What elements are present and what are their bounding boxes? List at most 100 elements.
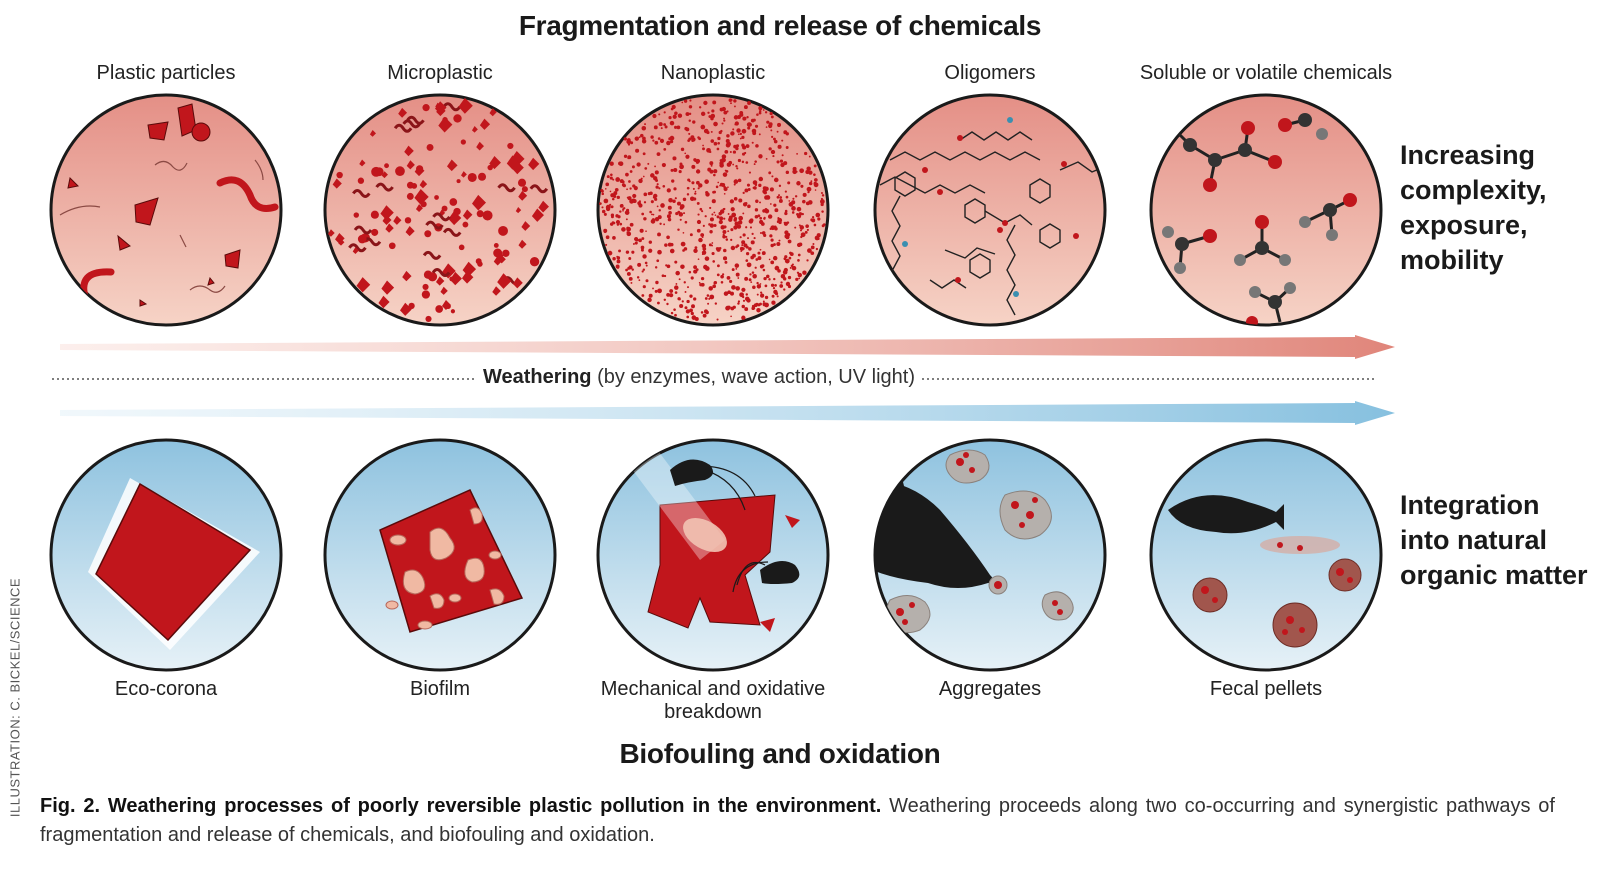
- nanoplastic-particle: [749, 226, 753, 229]
- nanoplastic-particle: [729, 199, 735, 204]
- nanoplastic-particle: [785, 146, 789, 149]
- microplastic-particle: [422, 104, 430, 112]
- nanoplastic-particle: [702, 313, 707, 318]
- nanoplastic-particle: [797, 253, 801, 257]
- nanoplastic-particle: [689, 308, 693, 313]
- nanoplastic-particle: [727, 230, 730, 233]
- nanoplastic-particle: [752, 273, 757, 279]
- nanoplastic-particle: [621, 227, 626, 232]
- nanoplastic-particle: [813, 164, 817, 168]
- nanoplastic-particle: [693, 248, 698, 253]
- nanoplastic-particle: [739, 137, 742, 140]
- nanoplastic-particle: [655, 179, 659, 182]
- nanoplastic-particle: [657, 249, 662, 255]
- nanoplastic-particle: [736, 167, 739, 170]
- nanoplastic-particle: [648, 293, 653, 298]
- nanoplastic-particle: [682, 231, 685, 234]
- nanoplastic-particle: [652, 139, 655, 142]
- nanoplastic-particle: [703, 100, 708, 106]
- nanoplastic-particle: [800, 229, 802, 232]
- nanoplastic-particle: [764, 208, 768, 211]
- nanoplastic-particle: [675, 283, 678, 285]
- microplastic-particle: [467, 172, 477, 183]
- nanoplastic-particle: [789, 266, 792, 269]
- nanoplastic-particle: [673, 187, 677, 191]
- nanoplastic-particle: [666, 235, 670, 240]
- nanoplastic-particle: [756, 284, 762, 289]
- nanoplastic-particle: [811, 216, 815, 219]
- nanoplastic-particle: [727, 213, 730, 215]
- nanoplastic-particle: [710, 139, 715, 143]
- caption-text: Weathering proceeds along two co-occurri…: [40, 795, 1555, 846]
- microplastic-particle: [515, 207, 522, 214]
- microplastic-particle: [453, 207, 461, 216]
- nanoplastic-particle: [708, 297, 711, 300]
- nanoplastic-particle: [683, 99, 688, 103]
- microplastic-particle: [476, 141, 484, 151]
- nanoplastic-particle: [711, 213, 714, 216]
- nanoplastic-particle: [758, 176, 764, 182]
- nanoplastic-particle: [814, 189, 817, 191]
- nanoplastic-particle: [757, 256, 762, 261]
- nanoplastic-particle: [768, 147, 772, 151]
- nanoplastic-particle: [673, 308, 676, 311]
- nanoplastic-particle: [710, 113, 716, 119]
- nanoplastic-particle: [764, 190, 767, 194]
- nanoplastic-particle: [758, 154, 763, 159]
- nanoplastic-particle: [679, 303, 684, 309]
- nanoplastic-particle: [770, 283, 775, 287]
- nanoplastic-particle: [752, 180, 758, 185]
- microplastic-particle: [381, 280, 395, 295]
- microplastic-particle: [462, 221, 469, 228]
- nanoplastic-particle: [661, 162, 666, 168]
- nanoplastic-particle: [691, 181, 695, 185]
- nanoplastic-particle: [697, 258, 700, 260]
- microplastic-particle: [422, 250, 442, 260]
- nanoplastic-particle: [690, 311, 694, 316]
- nanoplastic-particle: [692, 187, 695, 190]
- nanoplastic-particle: [756, 293, 759, 296]
- nanoplastic-particle: [717, 136, 721, 141]
- nanoplastic-particle: [771, 300, 776, 305]
- microplastic-particle: [382, 214, 392, 225]
- nanoplastic-particle: [711, 199, 716, 204]
- nanoplastic-particle: [671, 104, 676, 110]
- nanoplastic-particle: [670, 311, 674, 315]
- nanoplastic-particle: [746, 183, 751, 187]
- nanoplastic-particle: [696, 202, 700, 205]
- nanoplastic-particle: [654, 170, 659, 175]
- nanoplastic-particle: [747, 187, 751, 191]
- nanoplastic-particle: [784, 190, 787, 193]
- nanoplastic-particle: [643, 192, 648, 197]
- nanoplastic-particle: [713, 224, 717, 227]
- nanoplastic-particle: [634, 241, 638, 245]
- nanoplastic-particle: [638, 238, 642, 243]
- nanoplastic-particle: [744, 307, 749, 312]
- nanoplastic-particle: [776, 241, 781, 247]
- nanoplastic-particle: [768, 122, 773, 127]
- nanoplastic-particle: [619, 203, 624, 208]
- nanoplastic-particle: [742, 191, 745, 195]
- nanoplastic-particle: [702, 144, 704, 147]
- microplastic-particle: [370, 210, 379, 219]
- nanoplastic-particle: [763, 216, 766, 219]
- microplastic-particle: [432, 212, 451, 222]
- nanoplastic-particle: [769, 234, 773, 238]
- nanoplastic-particle: [806, 228, 809, 232]
- nanoplastic-particle: [792, 166, 797, 171]
- nanoplastic-particle: [750, 281, 753, 284]
- nanoplastic-particle: [730, 207, 735, 212]
- nanoplastic-particle: [810, 180, 813, 183]
- microplastic-particle: [471, 126, 478, 133]
- nanoplastic-particle: [690, 276, 694, 280]
- nanoplastic-particle: [704, 215, 707, 218]
- microplastic-particle: [435, 276, 445, 286]
- nanoplastic-particle: [663, 123, 667, 126]
- nanoplastic-particle: [771, 175, 774, 178]
- nanoplastic-particle: [760, 291, 763, 294]
- nanoplastic-particle: [666, 293, 670, 297]
- nanoplastic-particle: [783, 258, 786, 261]
- nanoplastic-particle: [723, 110, 728, 115]
- nanoplastic-particle: [748, 122, 752, 127]
- nanoplastic-particle: [763, 233, 767, 237]
